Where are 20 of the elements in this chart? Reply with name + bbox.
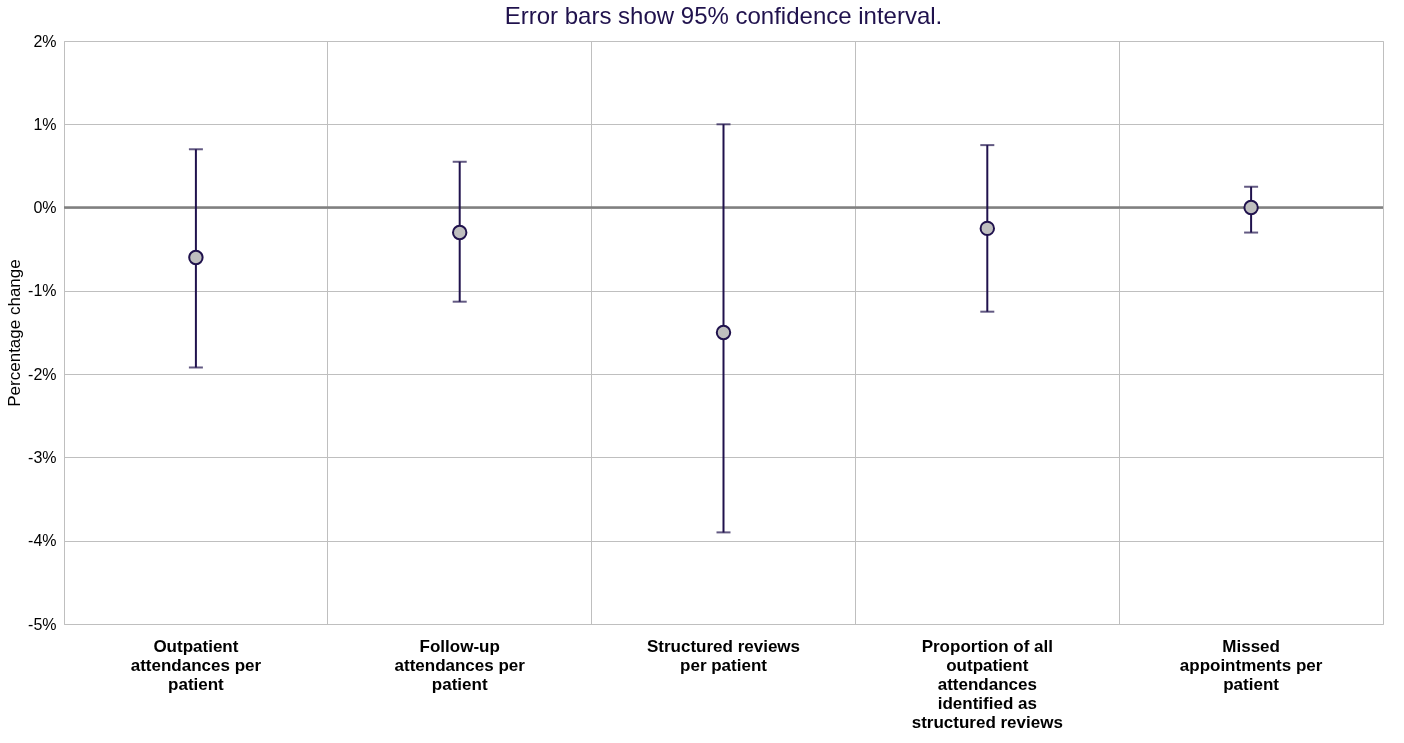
y-tick-label: 0% (33, 199, 57, 217)
point (188, 249, 204, 266)
y-tick-label: -4% (28, 532, 57, 550)
chart-title: Error bars show 95% confidence interval. (504, 2, 943, 29)
point (1243, 199, 1259, 216)
y-tick-label: -5% (28, 615, 57, 633)
y-tick-label: -2% (28, 365, 57, 383)
point (979, 220, 996, 237)
point (715, 324, 732, 341)
x-tick-label: Outpatient attendances per patient (130, 636, 262, 694)
x-tick-label: Structured reviews per patient (646, 636, 801, 675)
y-tick-label: -3% (28, 448, 57, 466)
y-axis-title: Percentage change (5, 259, 25, 407)
y-tick-label: 1% (33, 115, 57, 133)
x-tick-label: Follow-up attendances per patient (394, 636, 526, 694)
x-tick-label: Proportion of all outpatient attendances identified as structured reviews (911, 636, 1063, 732)
point (451, 224, 468, 241)
x-tick-label: Missed appointments per patient (1179, 636, 1323, 694)
y-tick-label: 2% (33, 32, 57, 50)
y-tick-label: -1% (28, 282, 57, 300)
